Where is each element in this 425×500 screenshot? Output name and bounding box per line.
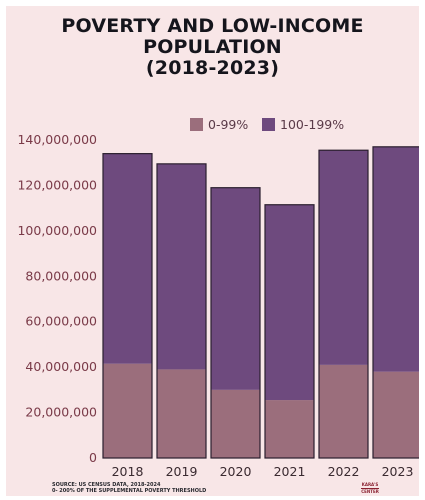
y-tick-label: 140,000,000 — [17, 132, 97, 147]
title-line-1: POVERTY AND LOW-INCOME — [61, 15, 364, 37]
bar-segment-below-poverty — [319, 364, 368, 458]
x-tick-label: 2018 — [112, 464, 144, 479]
bar-segment-below-poverty — [157, 369, 206, 458]
x-tick-label: 2023 — [382, 464, 414, 479]
x-tick-label: 2021 — [274, 464, 306, 479]
y-tick-label: 80,000,000 — [25, 268, 97, 283]
bar-segment-low-income — [103, 153, 152, 364]
source-footnote: SOURCE: US CENSUS DATA, 2018-2024 0- 200… — [52, 482, 206, 494]
bar-segment-below-poverty — [211, 389, 260, 458]
y-tick-label: 100,000,000 — [17, 223, 97, 238]
bar-outline — [210, 187, 261, 459]
bar-segment-below-poverty — [265, 400, 314, 458]
bar-outline — [264, 204, 315, 459]
org-logo: KARA'S CENTER — [361, 483, 379, 495]
logo-text-bottom: CENTER — [361, 489, 379, 494]
bar-segment-low-income — [319, 150, 368, 365]
x-tick-label: 2022 — [328, 464, 360, 479]
bar-outline — [156, 163, 207, 459]
bar-segment-below-poverty — [103, 363, 152, 458]
bar-segment-low-income — [157, 163, 206, 370]
x-tick-label: 2020 — [220, 464, 252, 479]
bar-segment-low-income — [265, 204, 314, 401]
legend-swatch — [262, 118, 275, 131]
y-tick-label: 20,000,000 — [25, 405, 97, 420]
bar-outline — [372, 146, 419, 459]
title-line-3: (2018-2023) — [145, 57, 280, 79]
bar-segment-low-income — [211, 187, 260, 390]
y-tick-label: 60,000,000 — [25, 314, 97, 329]
bar-outline — [318, 149, 369, 459]
stacked-bar-chart: 0 20,000,000 40,000,000 60,000,000 80,000,00… — [17, 117, 419, 479]
bar-segment-below-poverty — [373, 371, 419, 458]
footnote-source: SOURCE: US CENSUS DATA, 2018-2024 — [52, 482, 161, 488]
legend-swatch — [190, 118, 203, 131]
chart-title: POVERTY AND LOW-INCOME POPULATION (2018-… — [6, 16, 419, 79]
y-tick-label: 120,000,000 — [17, 177, 97, 192]
logo-text-top: KARA'S — [361, 482, 379, 487]
legend-label: 100-199% — [280, 117, 344, 132]
footnote-threshold: 0- 200% OF THE SUPPLEMENTAL POVERTY THRE… — [52, 488, 207, 494]
logo-rule — [361, 488, 379, 489]
legend-label: 0-99% — [208, 117, 248, 132]
bar-outline — [102, 153, 153, 459]
y-tick-label: 40,000,000 — [25, 359, 97, 374]
title-line-2: POPULATION — [143, 36, 282, 58]
y-tick-label: 0 — [89, 450, 97, 465]
x-tick-label: 2019 — [166, 464, 198, 479]
infographic-card: POVERTY AND LOW-INCOME POPULATION (2018-… — [6, 6, 419, 496]
bar-segment-low-income — [373, 146, 419, 372]
